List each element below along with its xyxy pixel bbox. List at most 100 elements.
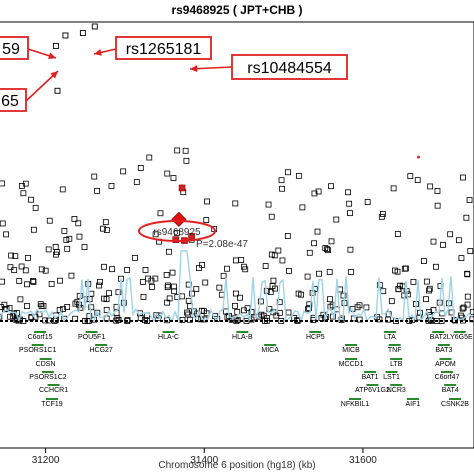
callout-59-box: [0, 36, 29, 60]
background-snp-point: [30, 278, 37, 285]
background-snp-point: [408, 317, 415, 324]
background-snp-point: [81, 244, 88, 251]
background-snp-point: [248, 309, 255, 315]
gene-label: LY6G5E: [447, 334, 473, 341]
background-snp-point: [7, 313, 14, 320]
background-snp-point: [463, 214, 470, 221]
background-snp-point: [64, 304, 71, 310]
background-snp-point: [285, 309, 292, 316]
gene-label: LTB: [390, 361, 403, 368]
x-tick-label: 31200: [32, 455, 60, 466]
background-snp-point: [91, 173, 98, 180]
background-snp-point: [466, 197, 473, 203]
background-snp-point: [394, 231, 401, 237]
background-snp-point: [265, 201, 272, 208]
background-snp-point: [108, 183, 115, 189]
background-snp-point: [388, 298, 395, 305]
background-snp-point: [38, 266, 45, 273]
background-snp-point: [278, 318, 285, 324]
background-snp-point: [20, 190, 27, 197]
background-snp-point: [460, 304, 467, 311]
background-snp-point: [299, 204, 306, 211]
background-snp-point: [356, 316, 363, 323]
background-snp-point: [272, 285, 278, 292]
background-snp-point: [113, 303, 120, 310]
background-snp-point: [3, 231, 9, 238]
background-snp-point: [279, 257, 286, 264]
callout-rs1265181-label: rs1265181: [126, 41, 202, 58]
background-snp-point: [0, 313, 3, 320]
background-snp-point: [8, 252, 15, 259]
background-snp-point: [233, 290, 239, 297]
background-snp-point: [268, 251, 275, 258]
background-snp-point: [71, 216, 78, 222]
gene-label: PSORS1C1: [19, 347, 56, 354]
background-snp-point: [333, 216, 340, 223]
background-snp-point: [433, 318, 440, 324]
background-snp-point: [393, 318, 399, 324]
background-snp-point: [426, 285, 433, 292]
background-snp-point: [236, 294, 243, 301]
background-snp-point: [232, 302, 238, 309]
background-snp-point: [94, 309, 101, 316]
background-snp-point: [314, 228, 321, 235]
background-snp-point: [238, 257, 245, 263]
background-snp-point: [24, 281, 30, 288]
background-snp-point: [101, 295, 107, 302]
callout-rs10484554-label: rs10484554: [247, 60, 332, 77]
background-snp-point: [241, 307, 247, 314]
background-snp-point: [346, 200, 353, 207]
background-snp-point: [165, 282, 171, 289]
background-snp-point: [166, 295, 173, 302]
background-snp-point: [164, 284, 171, 291]
background-snp-point: [64, 245, 71, 252]
snp-point: [62, 32, 69, 39]
background-snp-point: [410, 278, 417, 285]
background-snp-point: [182, 147, 189, 154]
background-snp-point: [171, 288, 178, 295]
background-snp-point: [56, 307, 63, 313]
gene-label: MCCD1: [339, 361, 364, 368]
gene-label: HLA-B: [232, 334, 253, 341]
background-snp-point: [279, 185, 285, 192]
background-snp-point: [45, 246, 52, 253]
gene-label: C6orf47: [435, 374, 460, 381]
background-snp-point: [220, 272, 227, 279]
background-snp-point: [124, 318, 131, 324]
background-snp-point: [133, 179, 140, 185]
lead-snp-marker: [171, 211, 187, 227]
callout-59-label: 59: [2, 41, 20, 58]
background-snp-point: [106, 290, 112, 297]
background-snp-point: [1, 301, 8, 308]
background-snp-point: [174, 147, 181, 154]
background-snp-point: [68, 272, 75, 279]
background-snp-point: [276, 299, 283, 306]
background-snp-point: [204, 198, 210, 205]
background-snp-point: [109, 266, 115, 273]
background-snp-point: [103, 227, 110, 233]
gene-label: ATP6V1G2: [355, 387, 390, 394]
x-tick-label: 31600: [349, 455, 377, 466]
background-snp-point: [467, 248, 474, 254]
gene-label: C6orf15: [28, 334, 53, 341]
background-snp-point: [11, 267, 18, 274]
plot-frame: [0, 21, 474, 449]
background-snp-point: [199, 261, 206, 268]
background-snp-point: [163, 272, 170, 278]
background-snp-point: [76, 233, 83, 240]
background-snp-point: [433, 263, 439, 270]
background-snp-point: [380, 288, 387, 295]
snp-point-red: [178, 184, 186, 192]
chart-title: rs9468925 ( JPT+CHB ): [171, 3, 302, 17]
background-snp-point: [354, 304, 361, 311]
background-snp-point: [22, 180, 29, 187]
snp-point-red: [416, 155, 420, 159]
background-snp-point: [30, 278, 36, 284]
snp-point: [52, 42, 59, 49]
background-snp-point: [72, 300, 79, 307]
background-snp-point: [455, 237, 462, 244]
background-snp-point: [203, 217, 210, 223]
background-snp-point: [348, 269, 354, 275]
background-snp-point: [137, 165, 144, 171]
